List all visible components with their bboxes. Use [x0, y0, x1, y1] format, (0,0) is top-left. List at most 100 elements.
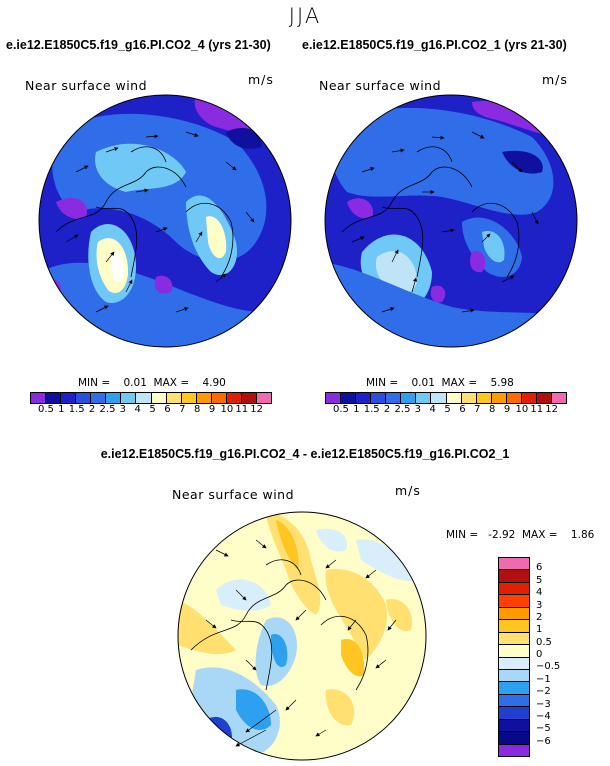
panel-2-title: e.ie12.E1850C5.f19_g16.PI.CO2_1 (yrs 21-… [302, 38, 567, 52]
panel-2-colorbar-swatch [416, 393, 432, 403]
panel-2-variable-label: Near surface wind [319, 78, 442, 93]
diff-colorbar-swatch [499, 558, 529, 571]
diff-colorbar-swatch [499, 719, 529, 733]
diff-colorbar-swatch [499, 707, 529, 720]
panel-1-colorbar-tick-label: 8 [193, 404, 201, 415]
diff-colorbar-tick-label: 0 [536, 649, 543, 660]
diff-colorbar-tick-label: 4 [536, 587, 543, 599]
panel-1-colorbar-swatch [31, 393, 47, 403]
panel-2-polar-map [324, 94, 578, 348]
panel-1-colorbar-tick-label: 5 [149, 404, 156, 415]
panel-1-colorbar-tick-label: 11 [235, 404, 249, 415]
panel-1-colorbar-tick-label: 6 [164, 404, 171, 415]
diff-colorbar-swatch [499, 620, 529, 633]
diff-colorbar-tick-label: −6 [536, 735, 551, 747]
panel-2-colorbar-swatch [386, 393, 402, 403]
panel-2-colorbar-tick-label: 10 [515, 404, 529, 415]
panel-1-colorbar-tick-label: 7 [179, 404, 186, 415]
diff-colorbar-tick-label: 0.5 [536, 636, 552, 648]
diff-colorbar-tick-label: −5 [536, 723, 551, 735]
panel-1-colorbar-swatch [46, 393, 62, 403]
diff-colorbar-tick-label: 6 [536, 562, 543, 574]
diff-title: e.ie12.E1850C5.f19_g16.PI.CO2_4 - e.ie12… [100, 447, 510, 461]
panel-2-colorbar-tick-label: 2 [383, 404, 391, 415]
diff-stats: MIN = -2.92 MAX = 1.86 [446, 529, 595, 541]
panel-2-colorbar-swatch [356, 393, 372, 403]
panel-2-colorbar-swatch [476, 393, 492, 403]
panel-1-polar-map [38, 94, 292, 348]
panel-1-colorbar-swatch [211, 393, 227, 403]
diff-colorbar-swatch [499, 582, 529, 596]
panel-1-colorbar-tick-label: 2.5 [99, 404, 116, 415]
panel-1-colorbar-tick-label: 9 [208, 404, 216, 415]
panel-2-colorbar-tick-label: 1 [353, 404, 360, 415]
diff-colorbar-swatch [499, 694, 529, 708]
diff-colorbar-tick-label: −1 [536, 673, 551, 685]
panel-1-colorbar-swatch [166, 393, 182, 403]
diff-colorbar-swatch [499, 607, 529, 621]
panel-1-colorbar-tick-label: 0.5 [38, 404, 54, 415]
panel-2-colorbar-swatch [401, 393, 417, 403]
panel-1-colorbar-swatch [61, 393, 77, 403]
panel-1-colorbar-swatch [136, 393, 152, 403]
panel-1-title: e.ie12.E1850C5.f19_g16.PI.CO2_4 (yrs 21-… [6, 38, 271, 52]
diff-colorbar [498, 557, 530, 757]
diff-colorbar-swatches [498, 557, 530, 757]
season-title: JJA [288, 4, 322, 28]
diff-colorbar-swatch [499, 669, 529, 683]
panel-1-colorbar-swatch [181, 393, 197, 403]
diff-colorbar-swatch [499, 732, 529, 745]
panel-2-colorbar-swatch [371, 393, 387, 403]
diff-colorbar-swatch [499, 645, 529, 658]
panel-1-colorbar-swatch [121, 393, 137, 403]
panel-2-colorbar: 0.5 1 1.5 2 2.5 3 4 5 6 7 8 9 10 11 12 [325, 392, 567, 415]
diff-colorbar-tick-label: 2 [536, 611, 543, 623]
diff-colorbar-tick-label: −3 [536, 698, 551, 710]
panel-1-colorbar-swatch [196, 393, 212, 403]
panel-2-colorbar-tick-label: 5 [444, 404, 451, 415]
diff-colorbar-tick-label: 5 [536, 574, 543, 586]
diff-colorbar-tick-label: −0.5 [536, 661, 561, 673]
panel-1-colorbar-tick-label: 2 [88, 404, 96, 415]
diff-colorbar-swatch [499, 632, 529, 646]
panel-2-colorbar-tick-label: 6 [459, 404, 466, 415]
diff-colorbar-swatch [499, 595, 529, 608]
diff-colorbar-tick-label: 3 [536, 599, 543, 611]
panel-2-colorbar-swatch [551, 393, 566, 403]
diff-colorbar-tick-label: −4 [536, 710, 551, 722]
panel-1-colorbar: 0.5 1 1.5 2 2.5 3 4 5 6 7 8 9 10 11 12 [30, 392, 272, 415]
panel-2-colorbar-tick-label: 9 [503, 404, 511, 415]
diff-polar-map [177, 511, 427, 761]
panel-2-colorbar-swatch [326, 393, 342, 403]
panel-1-stats: MIN = 0.01 MAX = 4.90 [78, 377, 226, 389]
panel-1-colorbar-swatch [106, 393, 122, 403]
panel-2-stats: MIN = 0.01 MAX = 5.98 [366, 377, 514, 389]
panel-2-colorbar-tick-label: 3 [414, 404, 422, 415]
diff-colorbar-swatch [499, 682, 529, 695]
panel-2-colorbar-swatch [446, 393, 462, 403]
panel-2-colorbar-swatches [325, 392, 567, 404]
panel-2-colorbar-tick-label: 4 [429, 404, 436, 415]
panel-2-colorbar-swatch [506, 393, 522, 403]
panel-2-colorbar-tick-label: 1.5 [363, 404, 380, 415]
panel-1-colorbar-swatch [241, 393, 257, 403]
panel-1-colorbar-swatch [226, 393, 242, 403]
diff-units: m/s [395, 483, 421, 498]
diff-colorbar-swatch [499, 657, 529, 670]
panel-1-variable-label: Near surface wind [25, 78, 148, 93]
panel-1-colorbar-tick-label: 1 [58, 404, 65, 415]
panel-2-colorbar-tick-label: 0.5 [333, 404, 349, 415]
panel-2-colorbar-swatch [536, 393, 552, 403]
panel-1-colorbar-swatch [76, 393, 92, 403]
panel-2-colorbar-tick-label: 2.5 [394, 404, 411, 415]
panel-2-colorbar-swatch [491, 393, 507, 403]
panel-1-colorbar-tick-label: 10 [220, 404, 234, 415]
panel-1-colorbar-swatch [151, 393, 167, 403]
panel-2-colorbar-swatch [461, 393, 477, 403]
diff-colorbar-tick-label: −2 [536, 686, 551, 698]
diff-colorbar-swatch [499, 744, 529, 756]
panel-1-colorbar-tick-label: 3 [119, 404, 127, 415]
panel-1-colorbar-swatch [91, 393, 107, 403]
panel-2-colorbar-tick-label: 11 [530, 404, 544, 415]
panel-2-colorbar-tick-label: 8 [488, 404, 496, 415]
